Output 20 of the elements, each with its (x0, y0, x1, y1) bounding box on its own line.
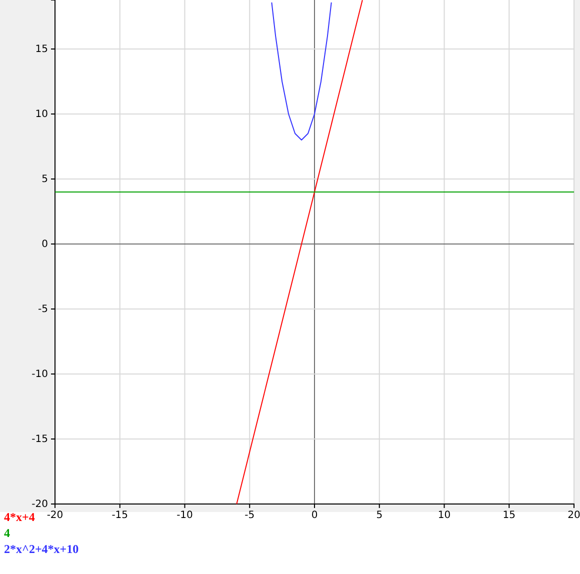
x-tick-label: 0 (311, 510, 318, 522)
x-tick-label: 10 (438, 510, 451, 522)
x-tick-label: -5 (244, 510, 255, 522)
y-tick-label: -15 (32, 434, 48, 446)
text: 4*x+4 (4, 510, 35, 524)
y-tick-label: -5 (38, 304, 48, 316)
y-tick-label: 0 (42, 239, 48, 250)
y-tick-label: -20 (32, 499, 48, 510)
y-tick-label: 15 (35, 44, 48, 56)
line-series (271, 2, 332, 141)
text: 4 (4, 526, 10, 540)
text: 2*x^2+4*x+10 (4, 542, 79, 556)
x-tick-label: 5 (376, 510, 383, 522)
y-tick-label: -10 (32, 369, 48, 380)
y-tick-label: 5 (42, 174, 48, 186)
x-tick-label: -15 (112, 510, 128, 522)
x-tick-label: 20 (568, 510, 580, 522)
x-tick-label: -10 (176, 510, 193, 522)
x-tick-label: 15 (502, 510, 516, 522)
y-tick-label: 10 (35, 109, 48, 120)
